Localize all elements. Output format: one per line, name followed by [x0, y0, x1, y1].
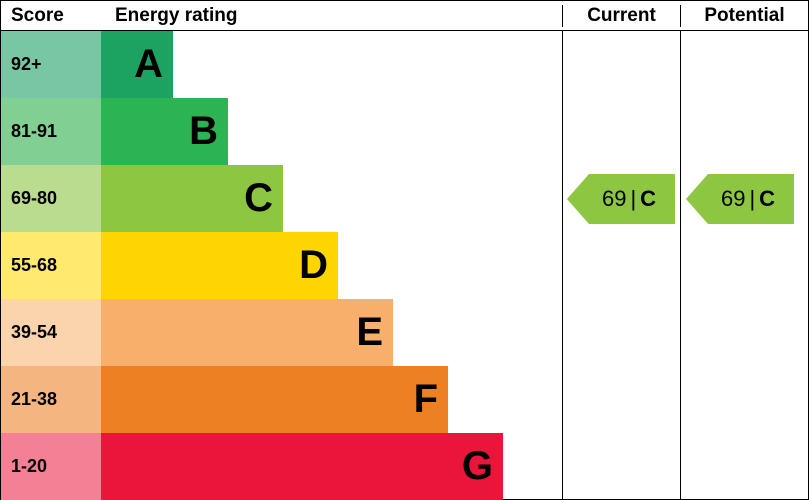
rating-bar-d: D	[101, 232, 338, 299]
marker-label: 69|C	[708, 174, 794, 224]
header-rating: Energy rating	[101, 5, 562, 27]
marker-arrow-icon	[567, 174, 589, 224]
score-range: 39-54	[1, 299, 101, 366]
rating-bar-f: F	[101, 366, 448, 433]
score-range: 69-80	[1, 165, 101, 232]
band-row-a: 92+A	[1, 31, 808, 98]
score-range: 81-91	[1, 98, 101, 165]
energy-rating-chart: Score Energy rating Current Potential 92…	[0, 0, 809, 500]
rating-bar-b: B	[101, 98, 228, 165]
rating-bar-e: E	[101, 299, 393, 366]
band-row-b: 81-91B	[1, 98, 808, 165]
band-row-g: 1-20G	[1, 433, 808, 500]
rating-bar-c: C	[101, 165, 283, 232]
rating-bar-a: A	[101, 31, 173, 98]
score-range: 21-38	[1, 366, 101, 433]
current-marker: 69|C	[567, 174, 675, 224]
marker-label: 69|C	[589, 174, 675, 224]
header-current: Current	[562, 5, 680, 27]
header-potential: Potential	[680, 5, 808, 27]
potential-marker: 69|C	[686, 174, 794, 224]
band-row-e: 39-54E	[1, 299, 808, 366]
header-score: Score	[1, 5, 101, 27]
marker-arrow-icon	[686, 174, 708, 224]
chart-header: Score Energy rating Current Potential	[1, 1, 808, 31]
band-row-f: 21-38F	[1, 366, 808, 433]
score-range: 92+	[1, 31, 101, 98]
score-range: 1-20	[1, 433, 101, 500]
rating-bar-g: G	[101, 433, 503, 500]
band-row-d: 55-68D	[1, 232, 808, 299]
chart-body: 92+A81-91B69-80C55-68D39-54E21-38F1-20G …	[1, 31, 808, 500]
score-range: 55-68	[1, 232, 101, 299]
